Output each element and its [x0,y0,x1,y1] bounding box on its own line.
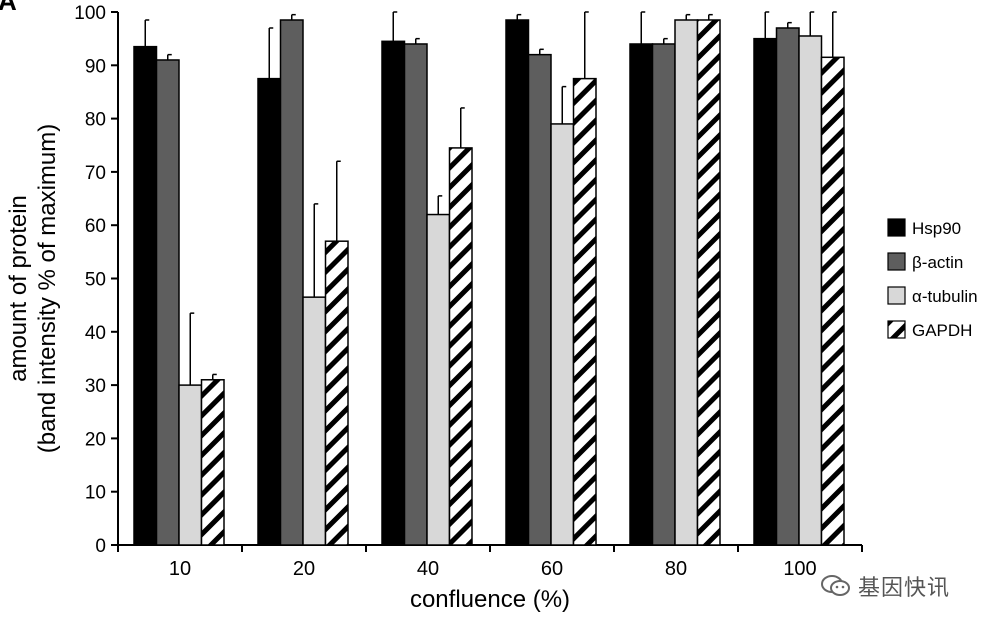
x-axis-label: confluence (%) [410,586,570,613]
bar [527,53,552,546]
watermark: 基因快讯 [820,570,950,602]
y-tick-label: 40 [85,323,106,344]
bar [753,37,778,546]
bar [550,123,575,546]
bar [257,77,282,546]
x-tick-label: 40 [417,558,439,580]
legend-swatch [887,320,906,339]
bar [775,27,800,546]
legend-label: GAPDH [912,321,972,340]
bar [651,43,676,546]
bar [505,19,530,546]
legend-label: α-tubulin [912,287,978,306]
y-tick-label: 60 [85,216,106,237]
y-tick-label: 30 [85,376,106,397]
x-tick-label: 10 [169,558,191,580]
bar [324,240,349,546]
legend-swatch [887,286,906,305]
watermark-text: 基因快讯 [858,576,951,601]
x-tick-label: 100 [783,558,816,580]
bar [200,379,225,546]
legend-label: Hsp90 [912,219,961,238]
bar [798,35,823,546]
x-tick-label: 60 [541,558,563,580]
bar [302,296,327,546]
bar [133,45,158,546]
x-tick-label: 20 [293,558,315,580]
bar [629,43,654,546]
bar [674,19,699,546]
wechat-logo-icon [821,575,850,596]
bar [820,56,845,546]
y-tick-label: 20 [85,429,106,450]
y-axis-label-line2: (band intensity % of maximum) [34,124,61,453]
bar [381,40,406,546]
y-tick-label: 80 [85,110,106,131]
y-axis-label-line1: amount of protein [5,195,32,382]
y-tick-label: 70 [85,163,106,184]
panel-label: A [0,0,17,16]
y-tick-label: 90 [85,56,106,77]
bar [155,59,180,546]
legend-label: β-actin [912,253,963,272]
bar [279,19,304,546]
x-tick-label: 80 [665,558,687,580]
y-tick-label: 50 [85,270,106,291]
legend-swatch [887,218,906,237]
legend-swatch [887,252,906,271]
bar [178,384,203,546]
y-tick-label: 100 [74,3,106,24]
bar [696,19,721,546]
bar [572,77,597,546]
y-tick-label: 10 [85,483,106,504]
y-tick-label: 0 [95,536,106,557]
bar [448,147,473,546]
bar [426,213,451,546]
bar [403,43,428,546]
